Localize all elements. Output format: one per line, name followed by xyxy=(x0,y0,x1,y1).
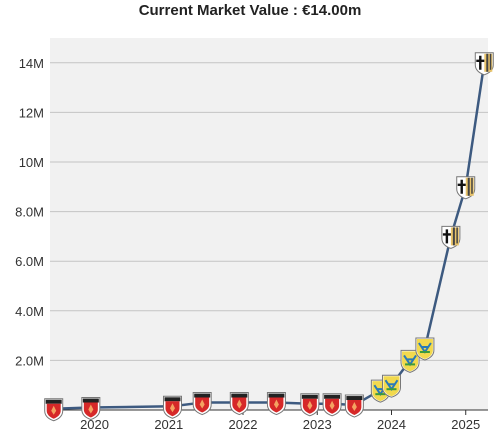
club-crest-marker[interactable] xyxy=(415,337,435,361)
x-tick-label: 2025 xyxy=(451,417,480,432)
club-crest-marker[interactable] xyxy=(381,374,401,398)
club-crest-marker[interactable] xyxy=(300,393,320,417)
x-tick-label: 2024 xyxy=(377,417,406,432)
club-crest-marker[interactable] xyxy=(44,398,64,422)
club-crest-marker[interactable] xyxy=(266,392,286,416)
y-tick-label: 14M xyxy=(19,56,44,71)
market-value-line xyxy=(53,62,486,411)
axes: 2.0M 4.0M 6.0M 8.0M 10M 12M 14M 2020 2021 2022 202… xyxy=(15,56,488,432)
plot-area xyxy=(50,38,488,410)
y-tick-label: 12M xyxy=(19,105,44,120)
club-crest-marker[interactable] xyxy=(474,52,494,76)
x-tick-label: 2020 xyxy=(80,417,109,432)
series-line-layer xyxy=(53,62,486,411)
x-tick-label: 2023 xyxy=(303,417,332,432)
club-crest-marker[interactable] xyxy=(322,393,342,417)
club-crest-marker[interactable] xyxy=(192,392,212,416)
x-tick-label: 2021 xyxy=(154,417,183,432)
club-crest-marker[interactable] xyxy=(344,394,364,418)
club-crest-marker[interactable] xyxy=(441,225,461,249)
chart-title: Current Market Value : €14.00m xyxy=(138,2,362,19)
club-crest-marker[interactable] xyxy=(400,349,420,373)
club-crest-marker[interactable] xyxy=(456,176,476,200)
club-crest-marker[interactable] xyxy=(229,392,249,416)
y-tick-label: 2.0M xyxy=(15,353,44,368)
y-tick-label: 4.0M xyxy=(15,304,44,319)
x-tick-label: 2022 xyxy=(229,417,258,432)
y-tick-label: 10M xyxy=(19,155,44,170)
y-tick-label: 8.0M xyxy=(15,205,44,220)
club-crest-marker[interactable] xyxy=(81,397,101,421)
club-crest-marker[interactable] xyxy=(162,395,182,419)
club-crest-markers xyxy=(44,52,494,422)
y-tick-label: 6.0M xyxy=(15,254,44,269)
